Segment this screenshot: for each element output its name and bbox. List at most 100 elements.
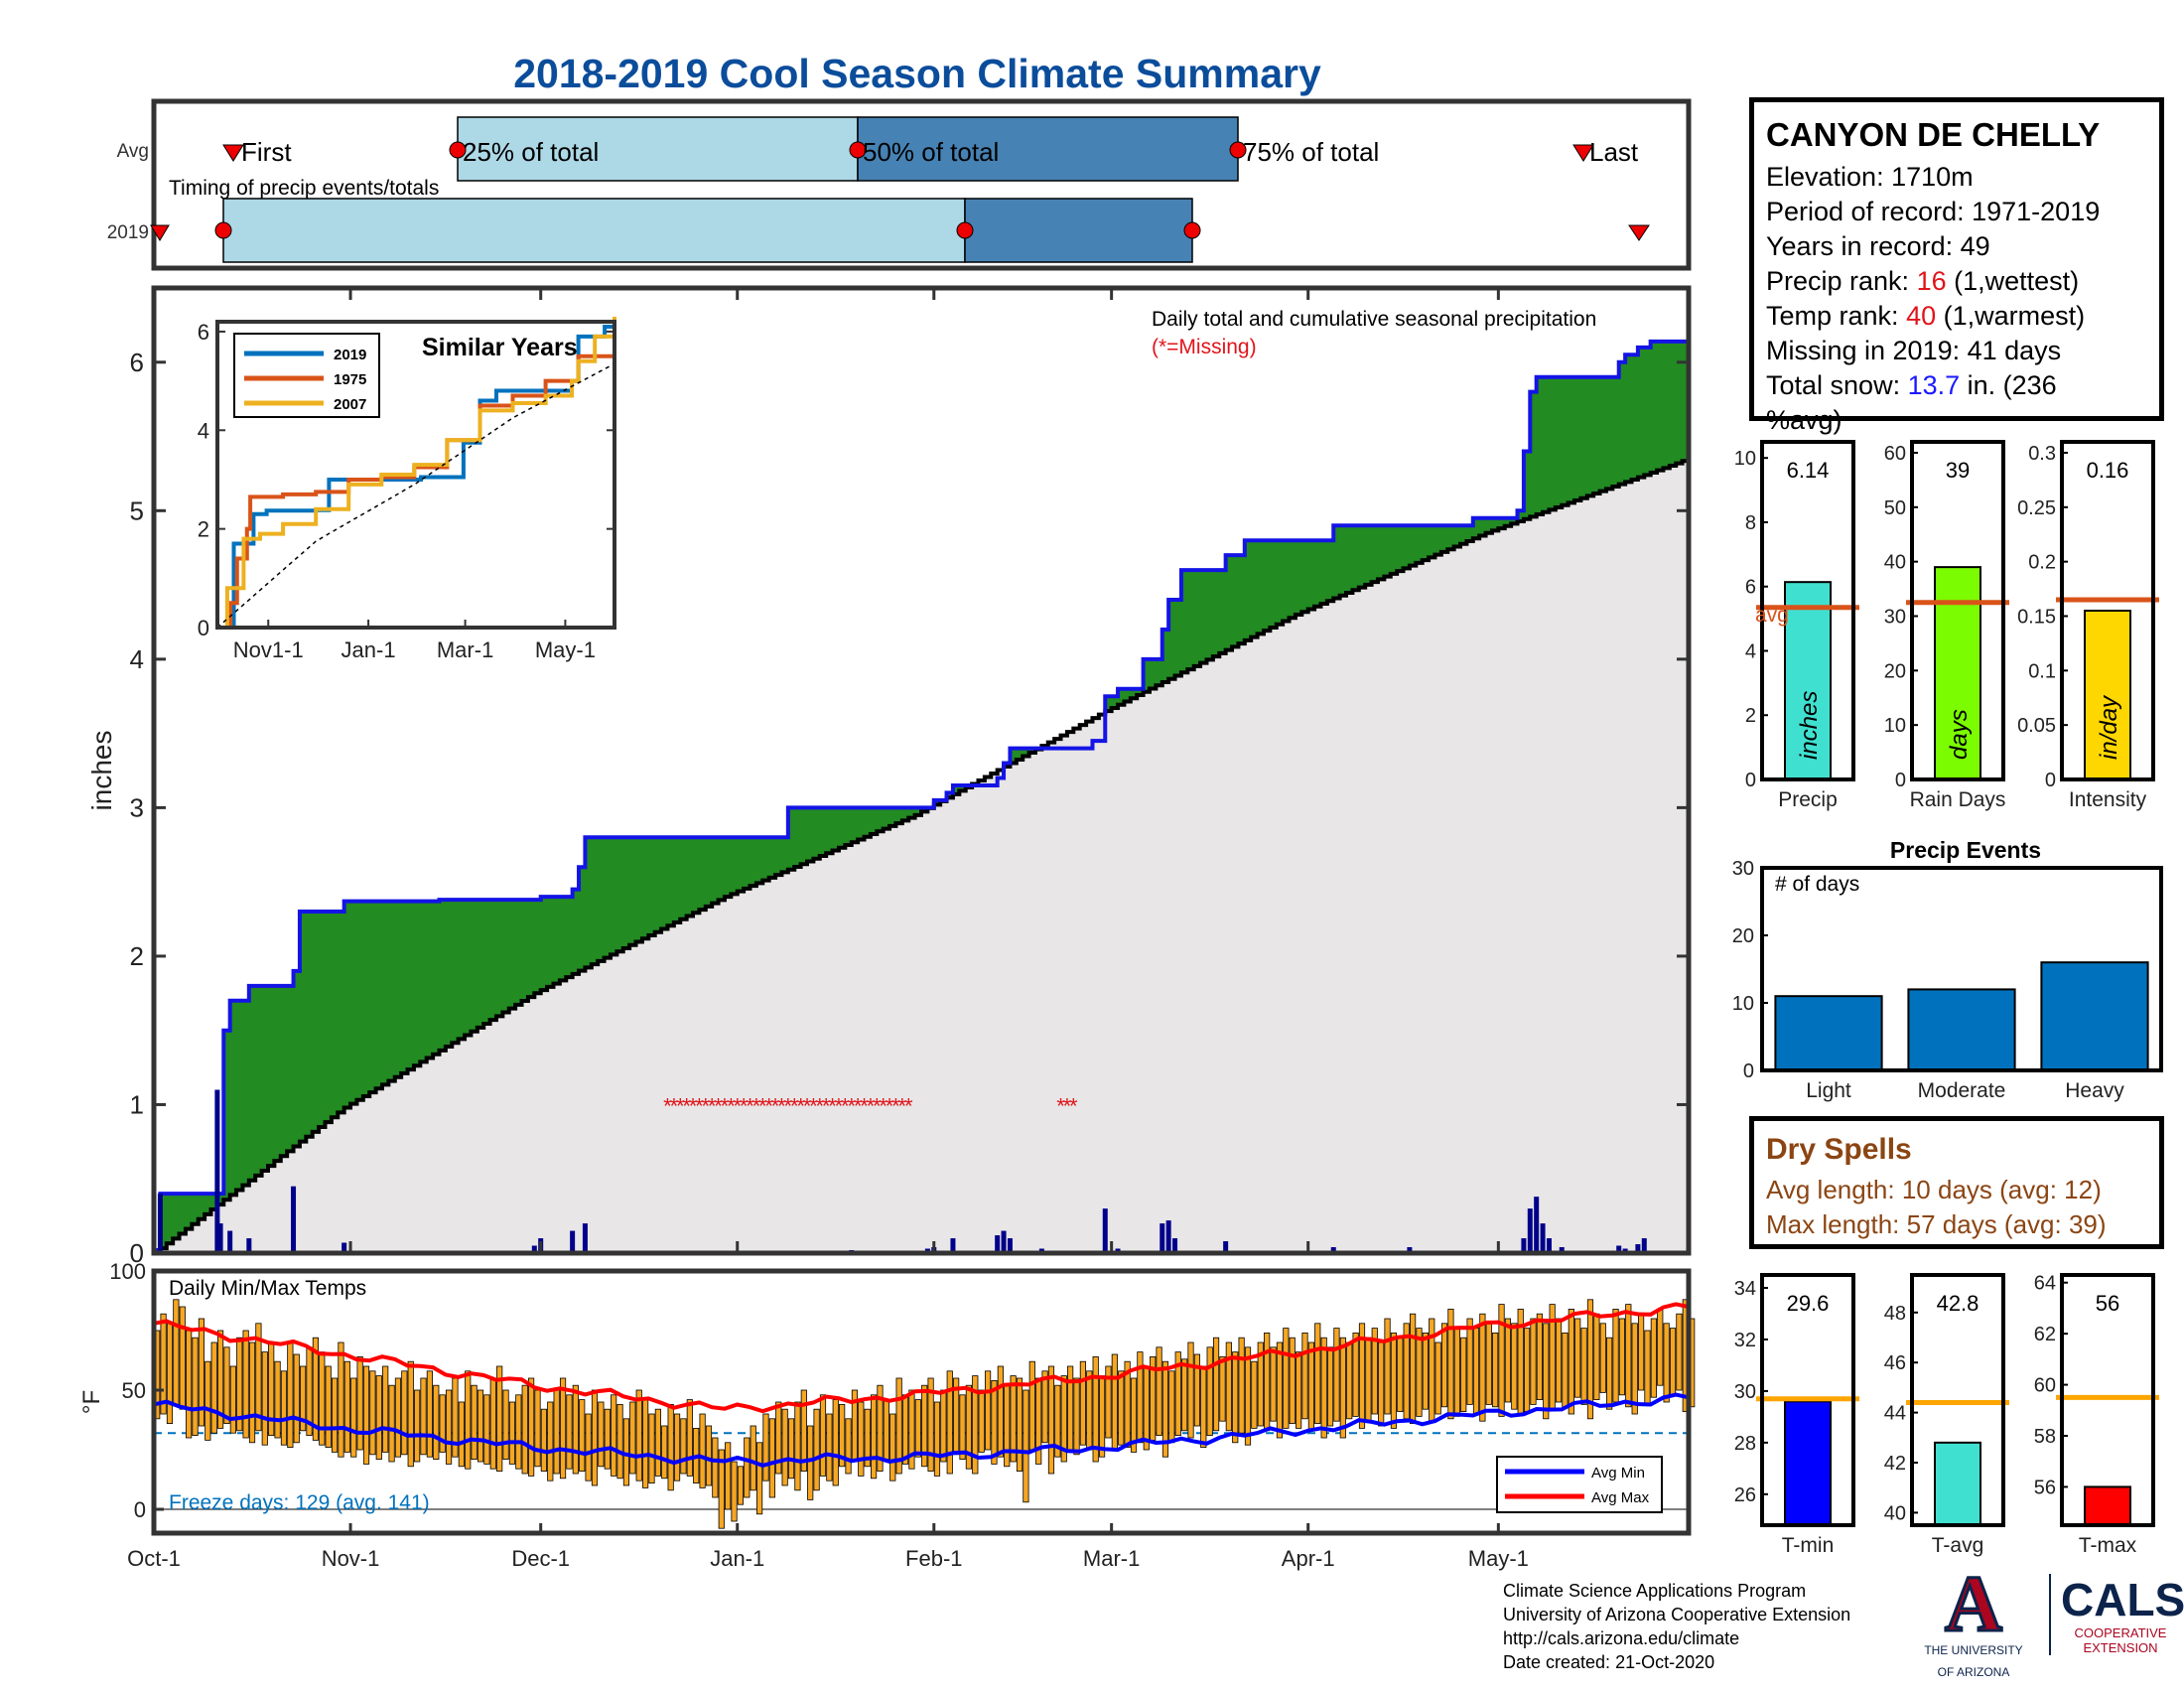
- daily-temp-bar: [1511, 1323, 1518, 1410]
- daily-temp-bar: [1301, 1333, 1308, 1420]
- daily-temp-bar: [1612, 1309, 1619, 1403]
- daily-temp-bar: [1276, 1341, 1284, 1439]
- daily-precip-bar: [1527, 1208, 1533, 1253]
- daily-temp-bar: [1580, 1328, 1587, 1405]
- timing-avg-first-marker: [222, 144, 244, 162]
- precip-summary-0-ytick-label: 6: [1745, 577, 1756, 599]
- temp-xtick-label: Apr-1: [1282, 1546, 1335, 1571]
- daily-temp-bar: [1422, 1333, 1429, 1410]
- missing-day-marker: *: [670, 1093, 679, 1118]
- daily-temp-bar: [1416, 1328, 1423, 1417]
- cals-logo-word: CALS: [2061, 1574, 2184, 1625]
- precip-summary-2-frame: [2060, 440, 2155, 781]
- daily-temp-bar: [699, 1413, 706, 1488]
- missing-day-marker: *: [854, 1093, 863, 1118]
- inset-axes: 0 2 4 6 Nov1-1 Jan-1 Mar-1 May-1: [198, 320, 614, 662]
- footer-line-3: http://cals.arizona.edu/climate: [1503, 1628, 1740, 1648]
- daily-temp-bar: [819, 1394, 827, 1477]
- daily-temp-bar: [362, 1365, 370, 1465]
- precip-summary-0-ytick-label: 8: [1745, 512, 1756, 534]
- precip-summary-2-xlabel: Intensity: [2069, 788, 2147, 811]
- temp-axes: 0 50 100 Oct-1 Nov-1 Dec-1 Jan-1 Feb-1 Mar-1 Apr-…: [109, 1259, 1529, 1571]
- temp-summary-1-ytick-label: 40: [1884, 1502, 1906, 1524]
- temp-summary-1-ytick-label: 48: [1884, 1303, 1906, 1325]
- daily-temp-bar: [458, 1401, 465, 1468]
- daily-temp-bar: [261, 1351, 268, 1446]
- daily-precip-bar: [1521, 1238, 1527, 1253]
- ua-logo-text-2: OF ARIZONA: [1937, 1665, 2010, 1679]
- daily-temp-bar: [870, 1394, 878, 1480]
- temp-xtick-label: Dec-1: [511, 1546, 570, 1571]
- daily-temp-bar: [572, 1384, 579, 1475]
- inset-legend-2019: 2019: [334, 347, 366, 363]
- temp-summary-0-ytick-label: 34: [1734, 1278, 1756, 1300]
- daily-precip-bar: [291, 1186, 297, 1253]
- daily-precip-bar: [995, 1235, 1001, 1253]
- main-ytick-label: 1: [130, 1089, 144, 1119]
- events-ylabel: # of days: [1775, 873, 1859, 896]
- timing-2019-box-50-75: [964, 198, 1193, 263]
- temp-summary-2-ytick-label: 64: [2034, 1273, 2056, 1295]
- missing-day-marker: *: [886, 1093, 894, 1118]
- daily-temp-bar: [781, 1408, 788, 1486]
- daily-temp-bar: [1092, 1356, 1099, 1463]
- daily-temp-bar: [401, 1370, 408, 1456]
- timing-avg-50-marker: [849, 141, 867, 159]
- main-ylabel: inches: [86, 731, 117, 811]
- precip-summary-1-ytick-label: 40: [1884, 552, 1906, 574]
- precip-summary-2-ytick-label: 0.25: [2017, 497, 2056, 519]
- temp-summary-2-background: [2062, 1275, 2153, 1525]
- precip-summary-2-ytick-label: 0.1: [2028, 660, 2056, 682]
- precip-summary-0-ytick-label: 0: [1745, 770, 1756, 791]
- daily-temp-bar: [1593, 1313, 1600, 1400]
- station-snow-pct: %avg): [1766, 405, 1843, 435]
- daily-temp-bar: [1562, 1333, 1569, 1408]
- daily-temp-bar: [242, 1330, 249, 1439]
- inset-ytick-label: 6: [198, 320, 209, 345]
- daily-temp-bar: [1536, 1313, 1543, 1400]
- daily-temp-bar: [800, 1389, 807, 1472]
- daily-temp-bar: [1447, 1309, 1454, 1420]
- main-ytick-label: 3: [130, 792, 144, 822]
- daily-precip-bar: [570, 1230, 576, 1253]
- daily-temp-bar: [1320, 1337, 1327, 1439]
- daily-temp-bar: [1073, 1377, 1080, 1456]
- temp-summary-0-value-label: 29.6: [1787, 1291, 1830, 1316]
- daily-temp-bar: [598, 1401, 605, 1468]
- daily-temp-bar: [940, 1389, 947, 1463]
- daily-temp-bar: [648, 1413, 655, 1483]
- temp-legend-max: Avg Max: [1591, 1489, 1650, 1506]
- missing-day-marker: *: [676, 1093, 685, 1118]
- station-missing: Missing in 2019: 41 days: [1766, 336, 2062, 365]
- daily-temp-bar: [579, 1399, 586, 1472]
- daily-temp-bar: [1219, 1356, 1226, 1422]
- daily-temp-bar: [420, 1377, 427, 1456]
- missing-day-marker: *: [879, 1093, 887, 1118]
- temp-avg-max-line: [153, 1302, 1690, 1414]
- daily-temp-bar: [629, 1401, 636, 1475]
- daily-precip-bar: [214, 1089, 220, 1253]
- daily-temp-bar: [1625, 1304, 1632, 1408]
- temp-summary-1-ytick-label: 46: [1884, 1352, 1906, 1374]
- daily-precip-bar: [341, 1242, 347, 1253]
- timing-2019-box-25-50: [222, 198, 966, 263]
- daily-temp-bar: [1130, 1377, 1138, 1453]
- daily-temp-bar: [255, 1323, 262, 1432]
- daily-temp-bar: [534, 1389, 541, 1468]
- daily-temp-bar: [489, 1377, 496, 1470]
- station-info-panel: CANYON DE CHELLY Elevation: 1710m Period…: [1749, 97, 2164, 435]
- daily-temp-bar: [1466, 1318, 1473, 1405]
- temp-freeze-note: Freeze days: 129 (avg. 141): [169, 1491, 430, 1514]
- missing-day-marker: *: [764, 1093, 773, 1118]
- daily-temp-bar: [1479, 1313, 1486, 1422]
- precip-rank-suffix: (1,wettest): [1946, 266, 2080, 296]
- daily-temp-bar: [877, 1384, 884, 1472]
- timing-2019-last-marker: [1628, 224, 1650, 241]
- daily-temp-bar: [914, 1399, 921, 1458]
- missing-day-marker: *: [873, 1093, 882, 1118]
- daily-temp-bar: [229, 1365, 236, 1434]
- daily-temp-bar: [959, 1394, 966, 1461]
- timing-avg-75-marker: [1229, 141, 1247, 159]
- daily-temp-bar: [1283, 1328, 1290, 1429]
